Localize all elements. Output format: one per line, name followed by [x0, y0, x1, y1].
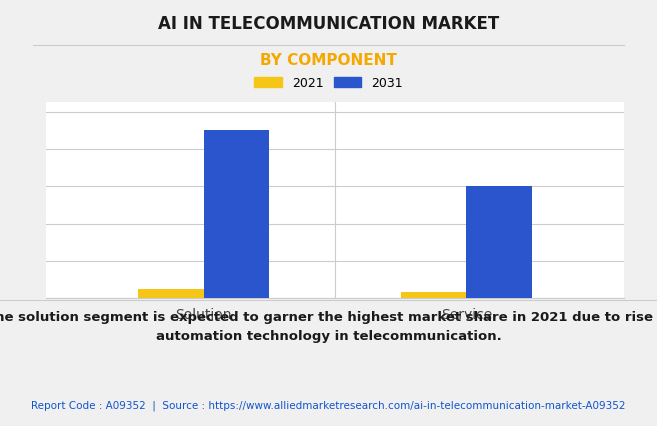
Text: AI IN TELECOMMUNICATION MARKET: AI IN TELECOMMUNICATION MARKET: [158, 15, 499, 33]
Bar: [401, 292, 466, 298]
Legend: 2021, 2031: 2021, 2031: [254, 77, 403, 89]
Bar: [138, 289, 204, 298]
Bar: [204, 130, 269, 298]
Text: Report Code : A09352  |  Source : https://www.alliedmarketresearch.com/ai-in-tel: Report Code : A09352 | Source : https://…: [32, 400, 625, 411]
Text: BY COMPONENT: BY COMPONENT: [260, 53, 397, 68]
Bar: [466, 186, 532, 298]
Text: The solution segment is expected to garner the highest market share in 2021 due : The solution segment is expected to garn…: [0, 311, 657, 343]
